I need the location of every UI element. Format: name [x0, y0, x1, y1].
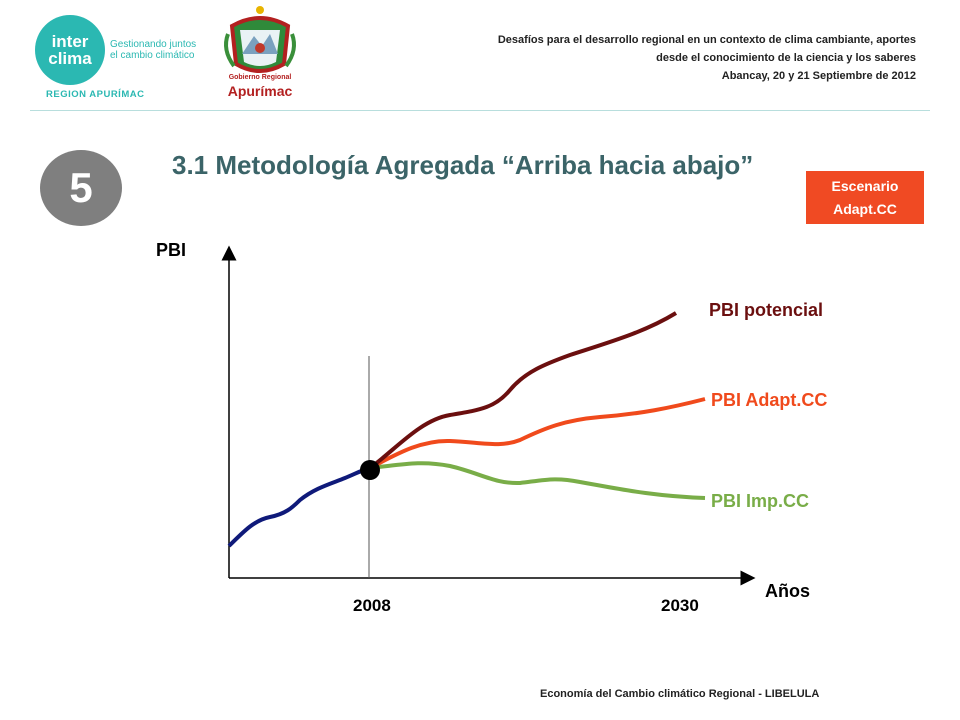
scenario-badge-line-2: Adapt.CC — [833, 200, 897, 217]
event-line-2: desde el conocimiento de la ciencia y lo… — [656, 52, 916, 64]
series-imp-cc-label: PBI Imp.CC — [711, 491, 809, 511]
scenario-badge-line-1: Escenario — [831, 177, 899, 194]
step-number-badge: 5 — [40, 150, 122, 226]
point-2008 — [360, 460, 380, 480]
tick-label-2030: 2030 — [661, 596, 699, 615]
event-line-1: Desafíos para el desarrollo regional en … — [497, 34, 916, 46]
step-number: 5 — [69, 164, 93, 211]
x-axis-label: Años — [765, 581, 810, 601]
slide-title: 3.1 Metodología Agregada “Arriba hacia a… — [172, 150, 754, 180]
header-divider — [30, 110, 930, 111]
region-label: REGION APURÍMAC — [46, 89, 145, 100]
logo-text-inter: inter — [51, 32, 89, 51]
tick-label-2008: 2008 — [353, 596, 391, 615]
series-imp-cc-line — [369, 461, 706, 500]
series-potencial-line — [368, 311, 678, 470]
series-adapt-cc-label: PBI Adapt.CC — [711, 390, 827, 410]
interclima-logo-circle: inter clima — [35, 15, 105, 85]
logo-text-clima: clima — [48, 49, 92, 68]
series-potencial-label: PBI potencial — [709, 300, 823, 320]
gobierno-name-small: Gobierno Regional — [228, 74, 292, 81]
gobierno-name-large: Apurímac — [227, 83, 293, 99]
y-axis-label: PBI — [156, 240, 186, 260]
scenario-badge: Escenario Adapt.CC — [806, 171, 924, 224]
series-history-line — [227, 466, 371, 548]
gobierno-regional-crest-icon — [218, 4, 302, 104]
interclima-logo: inter clima Gestionando juntos el cambio… — [30, 12, 200, 92]
series-adapt-cc-line — [369, 397, 706, 470]
event-header: Desafíos para el desarrollo regional en … — [356, 31, 916, 85]
event-line-3: Abancay, 20 y 21 Septiembre de 2012 — [721, 70, 916, 82]
logo-tagline: Gestionando juntos el cambio climático — [110, 39, 197, 61]
footer-text: Economía del Cambio climático Regional -… — [540, 688, 820, 700]
